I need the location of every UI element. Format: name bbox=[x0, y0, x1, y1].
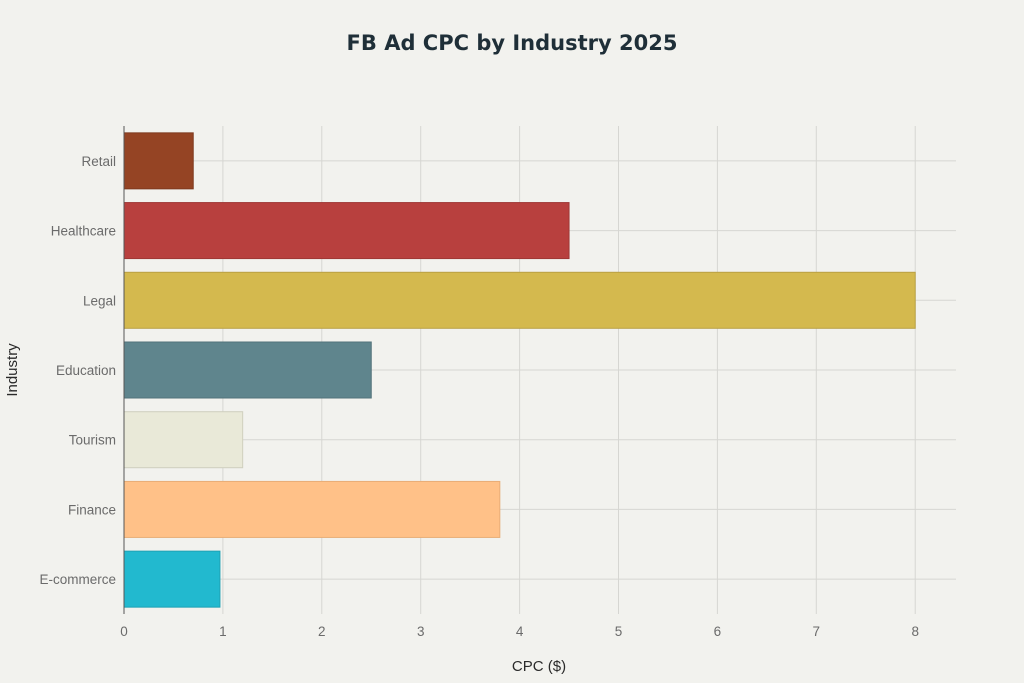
y-tick-label: Education bbox=[56, 363, 116, 378]
bar-e-commerce bbox=[123, 550, 221, 608]
y-axis-title: Industry bbox=[4, 343, 21, 397]
y-tick-label: Finance bbox=[68, 502, 116, 517]
bar-healthcare bbox=[123, 202, 570, 260]
bar-legal bbox=[123, 271, 916, 329]
x-tick-label: 0 bbox=[120, 624, 128, 639]
x-tick-label: 5 bbox=[615, 624, 623, 639]
x-tick-label: 1 bbox=[219, 624, 227, 639]
x-tick-label: 6 bbox=[714, 624, 722, 639]
x-tick-label: 4 bbox=[516, 624, 524, 639]
y-tick-label: Healthcare bbox=[51, 224, 116, 239]
x-tick-label: 8 bbox=[911, 624, 919, 639]
x-tick-label: 7 bbox=[813, 624, 821, 639]
y-tick-label: Legal bbox=[83, 293, 116, 308]
bar-education bbox=[123, 341, 372, 399]
chart-title: FB Ad CPC by Industry 2025 bbox=[347, 31, 678, 55]
bar-tourism bbox=[123, 411, 244, 469]
y-tick-label: Retail bbox=[81, 154, 116, 169]
y-tick-label: Tourism bbox=[69, 433, 116, 448]
y-tick-label: E-commerce bbox=[39, 572, 116, 587]
x-tick-labels: 0 1 2 3 4 5 6 7 8 bbox=[120, 624, 919, 639]
bars bbox=[123, 132, 916, 608]
x-axis-title: CPC ($) bbox=[512, 658, 566, 675]
x-tick-label: 2 bbox=[318, 624, 326, 639]
bar-finance bbox=[123, 480, 501, 538]
y-tick-labels: Retail Healthcare Legal Education Tourism Fin… bbox=[39, 154, 116, 587]
x-tick-label: 3 bbox=[417, 624, 425, 639]
bar-retail bbox=[123, 132, 194, 190]
